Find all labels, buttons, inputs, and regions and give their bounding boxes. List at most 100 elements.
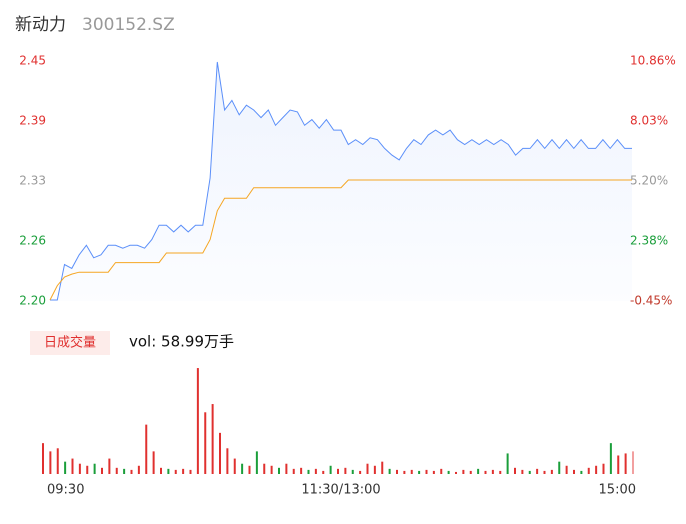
volume-bar bbox=[580, 470, 583, 474]
volume-bar bbox=[255, 451, 258, 474]
volume-bar bbox=[108, 458, 111, 474]
volume-bar bbox=[337, 468, 339, 474]
volume-bar bbox=[152, 451, 155, 474]
volume-bar bbox=[609, 443, 612, 474]
volume-bar bbox=[160, 467, 162, 474]
volume-bar bbox=[78, 463, 81, 474]
volume-bar bbox=[521, 469, 524, 474]
volume-bar bbox=[595, 465, 598, 474]
volume-bar bbox=[624, 453, 627, 474]
volume-bar bbox=[182, 468, 185, 474]
volume-bar bbox=[196, 368, 199, 474]
average-line bbox=[49, 179, 632, 301]
legend-label: 日成交量 bbox=[44, 335, 96, 351]
volume-bar bbox=[602, 463, 605, 474]
volume-bar bbox=[189, 469, 192, 474]
volume-bar bbox=[558, 461, 561, 474]
legend-box bbox=[30, 331, 110, 355]
volume-bar bbox=[322, 470, 325, 474]
volume-bar bbox=[587, 467, 590, 474]
chart-subtitle: 300152.SZ bbox=[82, 15, 175, 35]
volume-bar bbox=[359, 470, 362, 474]
volume-bar bbox=[71, 458, 74, 474]
volume-bar bbox=[270, 465, 273, 474]
y-tick-label: 2.20 bbox=[19, 294, 46, 308]
volume-bar bbox=[455, 471, 457, 474]
volume-bar bbox=[403, 470, 406, 474]
volume-bar bbox=[499, 470, 502, 474]
volume-bar bbox=[565, 465, 568, 474]
volume-bar bbox=[617, 455, 620, 474]
volume-bar bbox=[93, 463, 96, 474]
x-tick-label: 09:30 bbox=[47, 483, 84, 498]
volume-bar bbox=[381, 461, 384, 474]
volume-bar bbox=[344, 467, 347, 474]
volume-bar bbox=[543, 470, 546, 474]
volume-bar bbox=[292, 468, 295, 474]
volume-bar bbox=[137, 465, 140, 474]
volume-bar bbox=[314, 468, 317, 474]
price-area bbox=[50, 62, 632, 301]
volume-bar bbox=[248, 465, 251, 474]
volume-bar bbox=[145, 424, 148, 474]
volume-bar bbox=[130, 469, 133, 474]
volume-bar bbox=[388, 468, 391, 474]
volume-bar bbox=[462, 469, 465, 474]
x-tick-label: 15:00 bbox=[599, 483, 636, 498]
volume-bar bbox=[491, 469, 494, 474]
volume-bar bbox=[506, 453, 509, 474]
volume-bar bbox=[447, 470, 450, 474]
volume-bar bbox=[64, 461, 67, 474]
y2-tick-label: 8.03% bbox=[630, 114, 668, 128]
y-tick-label: 2.33 bbox=[19, 174, 46, 188]
volume-bar bbox=[425, 469, 428, 474]
volume-bar bbox=[219, 432, 221, 474]
y-tick-label: 2.39 bbox=[19, 114, 46, 128]
volume-bar bbox=[351, 469, 354, 474]
x-tick-label: 11:30/13:00 bbox=[301, 483, 380, 498]
volume-bar bbox=[418, 470, 421, 474]
volume-bar bbox=[536, 468, 539, 474]
volume-bar bbox=[410, 469, 413, 474]
volume-bar bbox=[233, 458, 236, 474]
y2-tick-label: -0.45% bbox=[630, 294, 672, 308]
volume-bar bbox=[329, 465, 332, 474]
volume-bar bbox=[477, 468, 480, 474]
volume-bar bbox=[469, 470, 472, 474]
volume-bar bbox=[550, 469, 553, 474]
volume-bar bbox=[123, 468, 126, 474]
volume-bar bbox=[373, 465, 376, 474]
volume-bar bbox=[300, 467, 303, 474]
volume-bar bbox=[432, 470, 435, 474]
volume-bar bbox=[278, 467, 280, 474]
volume-bar bbox=[49, 451, 52, 474]
volume-bar bbox=[241, 463, 244, 474]
chart-title: 新动力 bbox=[15, 15, 66, 35]
volume-bar bbox=[285, 463, 288, 474]
volume-bar bbox=[307, 469, 310, 474]
volume-bar bbox=[211, 404, 214, 474]
volume-bar bbox=[204, 412, 207, 474]
volume-bar bbox=[514, 467, 516, 474]
volume-bar bbox=[366, 463, 369, 474]
volume-bar bbox=[440, 468, 443, 474]
y2-tick-label: 10.86% bbox=[630, 54, 676, 68]
volume-bar bbox=[115, 467, 118, 474]
volume-bar bbox=[573, 469, 575, 474]
y-tick-label: 2.45 bbox=[19, 54, 46, 68]
volume-annotation: vol: 58.99万手 bbox=[129, 333, 234, 351]
y2-tick-label: 2.38% bbox=[630, 233, 668, 247]
volume-bar bbox=[42, 443, 44, 474]
volume-bar bbox=[167, 468, 170, 474]
volume-bar bbox=[101, 467, 103, 474]
volume-bar bbox=[484, 470, 487, 474]
y2-tick-label: 5.20% bbox=[630, 174, 668, 188]
volume-bar bbox=[56, 448, 59, 474]
volume-bar bbox=[528, 470, 531, 474]
volume-bar bbox=[263, 463, 266, 474]
volume-bar bbox=[632, 451, 634, 474]
volume-bar bbox=[174, 469, 177, 474]
volume-bar bbox=[396, 469, 398, 474]
volume-bar bbox=[226, 448, 229, 474]
